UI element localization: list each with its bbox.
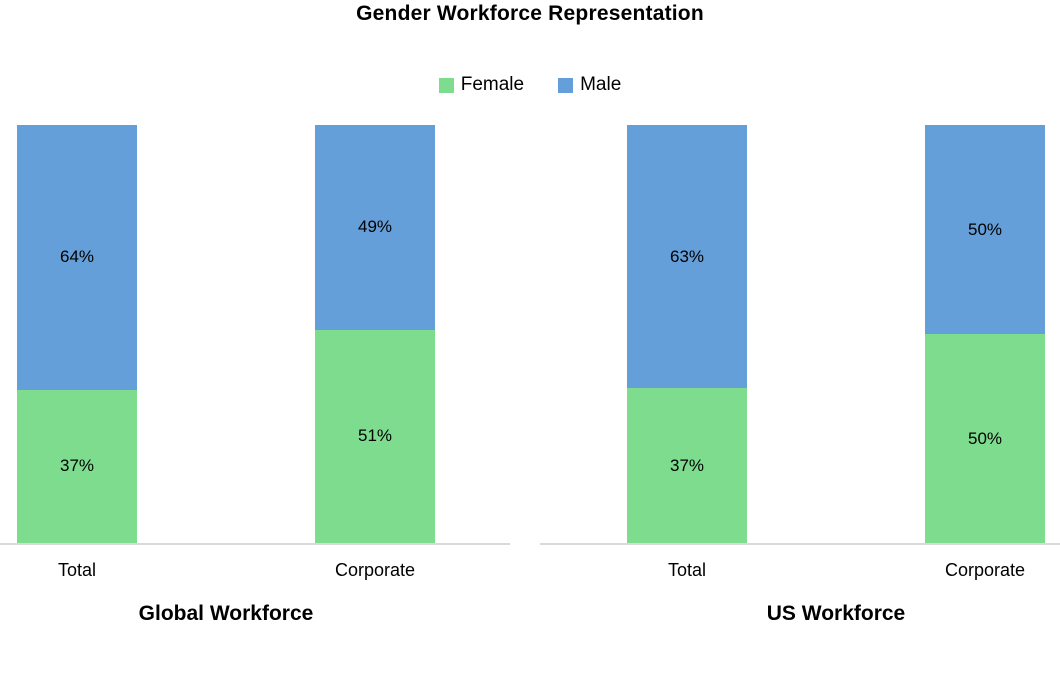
data-label-female: 50% xyxy=(967,428,1003,448)
legend-label-male: Male xyxy=(580,74,622,95)
data-label-female: 37% xyxy=(59,456,95,476)
data-label-female: 37% xyxy=(669,455,705,475)
bar-segment-male: 64% xyxy=(17,125,137,390)
category-label-us-total: Total xyxy=(667,560,707,580)
bar-segment-male: 63% xyxy=(627,125,747,389)
data-label-male: 50% xyxy=(967,219,1003,239)
bar-segment-male: 50% xyxy=(925,125,1045,334)
data-label-male: 49% xyxy=(357,217,393,237)
bar-segment-female: 51% xyxy=(315,329,435,543)
legend-item-female: Female xyxy=(438,74,525,96)
female-legend-swatch xyxy=(438,77,454,93)
data-label-male: 63% xyxy=(669,246,705,266)
bar-global-corporate: 49% 51% xyxy=(315,125,435,543)
category-label-global-total: Total xyxy=(57,560,97,580)
chart-legend: Female Male xyxy=(0,74,1060,96)
bar-us-total: 63% 37% xyxy=(627,125,747,543)
legend-item-male: Male xyxy=(558,74,621,96)
legend-label-female: Female xyxy=(460,74,525,95)
panel-title-global: Global Workforce xyxy=(138,602,314,625)
panel-title-us: US Workforce xyxy=(766,602,906,625)
bar-segment-female: 37% xyxy=(627,388,747,543)
data-label-male: 64% xyxy=(59,247,95,267)
bar-global-total: 64% 37% xyxy=(17,125,137,543)
data-label-female: 51% xyxy=(357,426,393,446)
bar-segment-female: 50% xyxy=(925,334,1045,543)
chart-title: Gender Workforce Representation xyxy=(356,2,704,25)
bar-segment-male: 49% xyxy=(315,125,435,330)
bar-segment-female: 37% xyxy=(17,389,137,543)
us-axis-line xyxy=(540,543,1060,545)
category-label-us-corporate: Corporate xyxy=(944,560,1026,580)
category-label-global-corporate: Corporate xyxy=(334,560,416,580)
bar-us-corporate: 50% 50% xyxy=(925,125,1045,543)
global-axis-line xyxy=(0,543,510,545)
male-legend-swatch xyxy=(558,77,574,93)
